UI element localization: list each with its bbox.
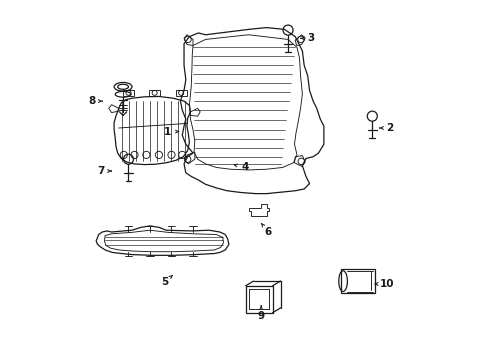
Text: 7: 7	[97, 166, 104, 176]
Text: 10: 10	[379, 279, 394, 289]
Text: 1: 1	[164, 127, 171, 136]
Text: 9: 9	[258, 311, 265, 321]
Text: 2: 2	[387, 123, 394, 133]
Text: 4: 4	[241, 162, 249, 172]
Text: 6: 6	[265, 227, 272, 237]
Text: 5: 5	[161, 277, 168, 287]
Text: 8: 8	[88, 96, 95, 106]
Text: 3: 3	[308, 33, 315, 43]
